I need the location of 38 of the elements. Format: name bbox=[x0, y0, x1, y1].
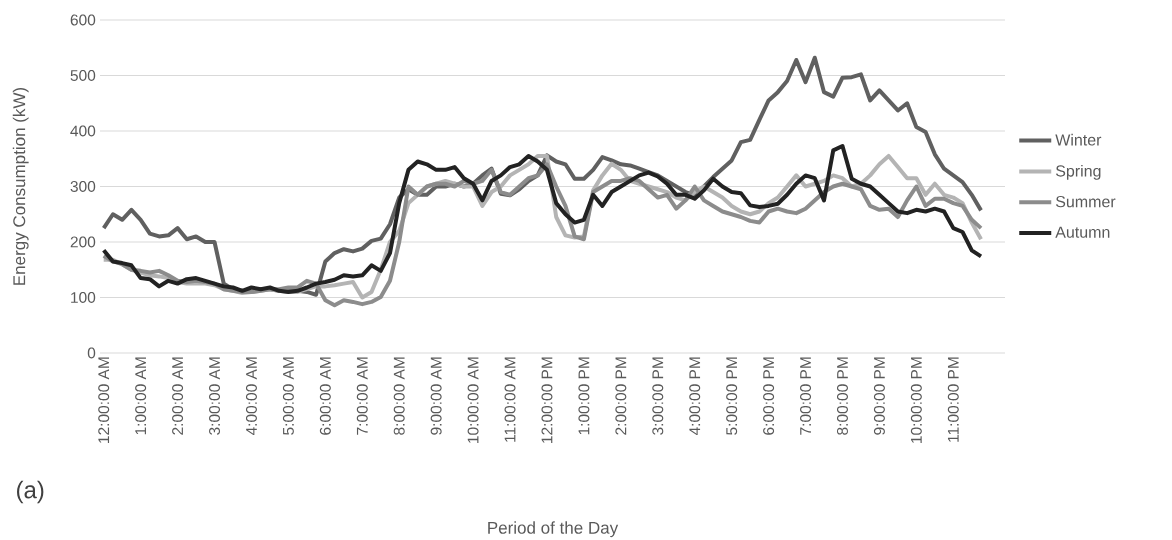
x-tick-label: 7:00:00 AM bbox=[356, 357, 368, 435]
y-axis-title: Energy Consumption (kW) bbox=[12, 87, 29, 285]
y-tick-label: 400 bbox=[70, 125, 96, 137]
x-axis-title: Period of the Day bbox=[488, 521, 619, 538]
legend-label: Spring bbox=[1055, 164, 1101, 180]
x-tick-label: 10:00:00 PM bbox=[910, 357, 922, 443]
y-tick-label: 100 bbox=[71, 291, 96, 303]
x-tick-label: 1:00:00 PM bbox=[578, 357, 590, 435]
x-tick-label: 6:00:00 AM bbox=[319, 357, 331, 435]
x-tick-label: 9:00:00 PM bbox=[873, 357, 885, 435]
x-tick-label: 4:00:00 PM bbox=[689, 357, 701, 436]
y-tick-label: 300 bbox=[70, 181, 96, 192]
y-tick-label: 200 bbox=[70, 236, 96, 248]
legend-label: Autumn bbox=[1055, 226, 1110, 238]
x-tick-label: 3:00:00 AM bbox=[209, 357, 221, 435]
x-tick-label: 7:00:00 PM bbox=[800, 357, 812, 435]
x-tick-label: 1:00:00 AM bbox=[135, 357, 147, 435]
x-tick-label: 2:00:00 PM bbox=[615, 357, 627, 435]
x-tick-label: 8:00:00 PM bbox=[836, 357, 848, 435]
x-tick-label: 5:00:00 AM bbox=[282, 357, 294, 435]
x-tick-label: 5:00:00 PM bbox=[726, 357, 738, 435]
y-tick-label: 500 bbox=[70, 70, 96, 81]
x-tick-label: 12:00:00 AM bbox=[98, 357, 110, 443]
x-tick-label: 3:00:00 PM bbox=[652, 357, 664, 435]
x-tick-label: 11:00:00 PM bbox=[947, 357, 959, 442]
x-tick-label: 10:00:00 AM bbox=[467, 357, 479, 443]
x-tick-label: 6:00:00 PM bbox=[763, 357, 775, 435]
y-tick-label: 600 bbox=[70, 14, 96, 26]
y-tick-label: 0 bbox=[87, 347, 96, 359]
x-tick-label: 8:00:00 AM bbox=[393, 357, 405, 435]
x-tick-label: 2:00:00 AM bbox=[172, 357, 184, 435]
legend-label: Summer bbox=[1055, 195, 1116, 208]
x-tick-label: 12:00:00 PM bbox=[541, 357, 553, 443]
text: (a) bbox=[17, 480, 44, 504]
x-tick-label: 9:00:00 AM bbox=[430, 357, 442, 435]
x-tick-label: 4:00:00 AM bbox=[245, 357, 257, 436]
x-tick-label: 11:00:00 AM bbox=[504, 357, 516, 442]
legend-label: Winter bbox=[1055, 133, 1102, 146]
